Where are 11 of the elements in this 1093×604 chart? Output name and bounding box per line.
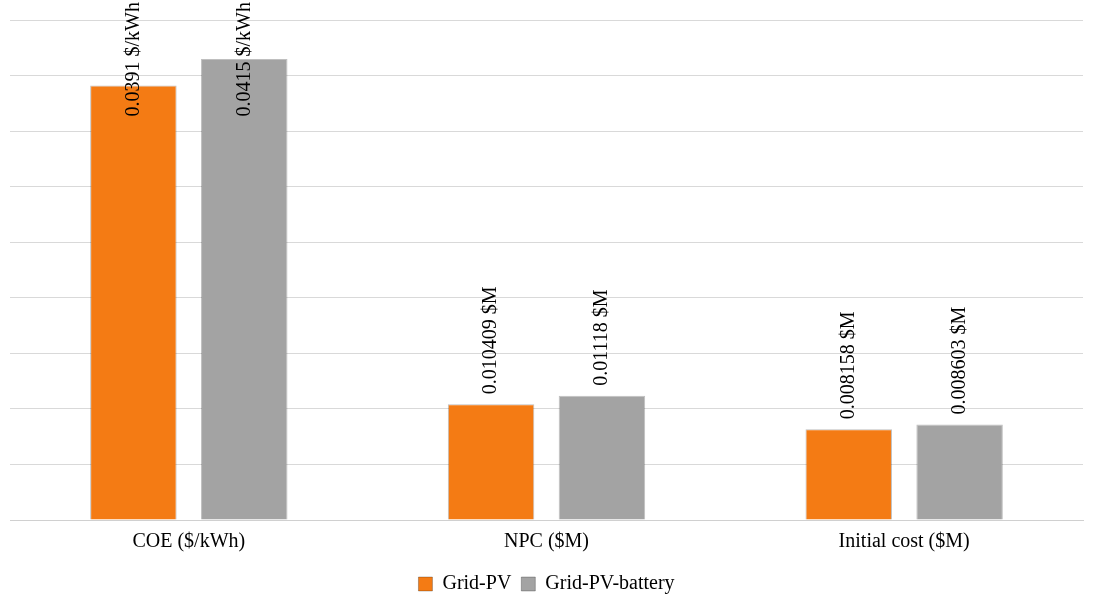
- x-tick-label: COE ($/kWh): [132, 529, 246, 553]
- data-label: 0.01118 $M: [589, 289, 612, 386]
- data-label: 0.008158 $M: [835, 311, 858, 420]
- x-tick-label: Initial cost ($M): [838, 529, 970, 553]
- data-label: 0.010409 $M: [478, 286, 501, 395]
- legend-label: Grid-PV: [442, 571, 512, 594]
- data-label: 0.0391 $/kWh: [120, 2, 143, 117]
- data-label: 0.0415 $/kWh: [231, 2, 254, 117]
- legend-label: Grid-PV-battery: [545, 571, 675, 595]
- data-label: 0.008603 $M: [946, 306, 969, 415]
- x-tick-label: NPC ($M): [503, 529, 590, 553]
